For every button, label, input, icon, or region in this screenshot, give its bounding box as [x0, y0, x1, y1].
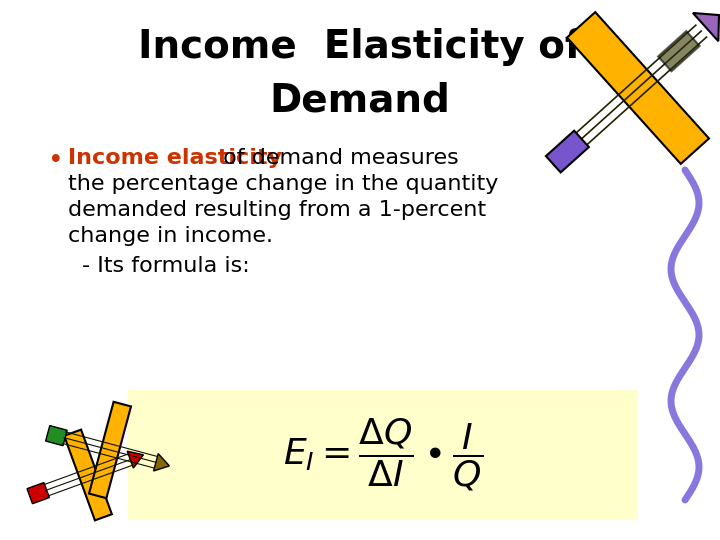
Polygon shape — [27, 483, 50, 504]
Polygon shape — [45, 426, 67, 446]
Polygon shape — [153, 454, 169, 471]
Text: demanded resulting from a 1-percent: demanded resulting from a 1-percent — [68, 200, 486, 220]
Polygon shape — [89, 402, 131, 498]
Polygon shape — [127, 451, 143, 468]
Text: Income  Elasticity of: Income Elasticity of — [138, 28, 582, 66]
Text: of demand measures: of demand measures — [216, 148, 459, 168]
Polygon shape — [658, 31, 700, 71]
Text: •: • — [48, 148, 63, 174]
FancyBboxPatch shape — [128, 390, 638, 520]
Polygon shape — [693, 13, 719, 41]
Text: the percentage change in the quantity: the percentage change in the quantity — [68, 174, 498, 194]
Text: Income elasticity: Income elasticity — [68, 148, 282, 168]
Polygon shape — [64, 430, 112, 521]
Polygon shape — [567, 12, 709, 164]
Polygon shape — [546, 131, 589, 172]
Text: Demand: Demand — [269, 82, 451, 120]
Text: change in income.: change in income. — [68, 226, 273, 246]
Text: - Its formula is:: - Its formula is: — [82, 256, 250, 276]
Text: $\mathit{E}_{I} = \dfrac{\Delta Q}{\Delta I} \bullet \dfrac{I}{Q}$: $\mathit{E}_{I} = \dfrac{\Delta Q}{\Delt… — [283, 417, 483, 493]
